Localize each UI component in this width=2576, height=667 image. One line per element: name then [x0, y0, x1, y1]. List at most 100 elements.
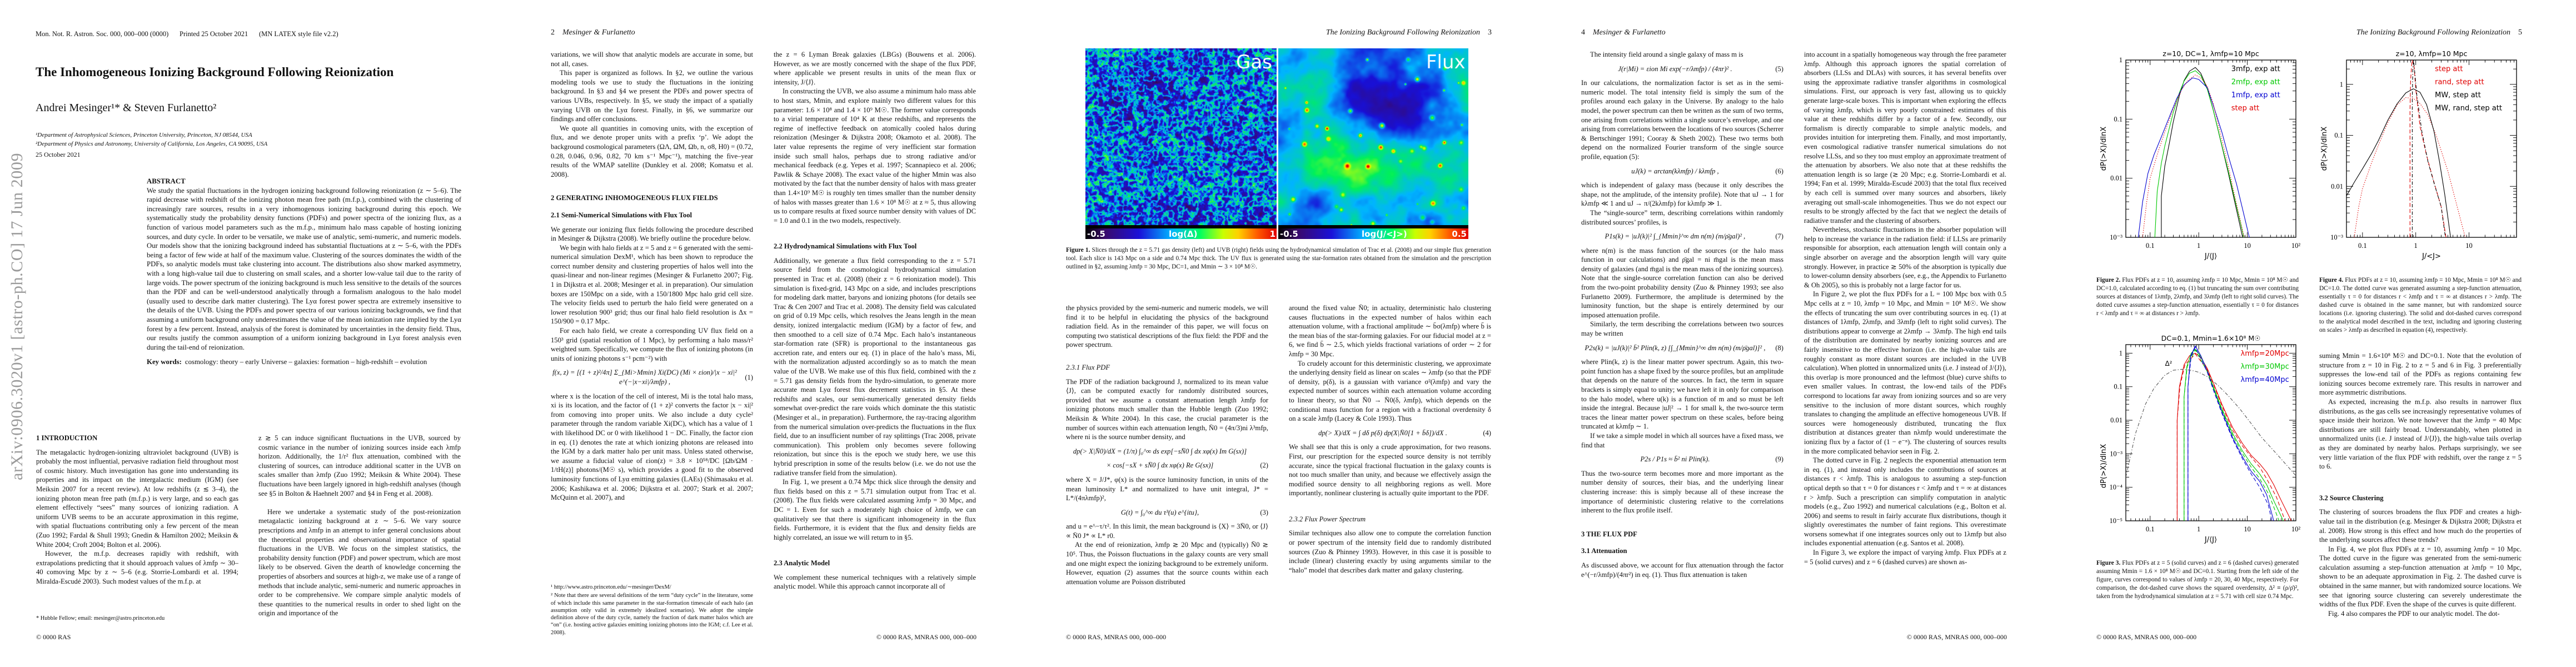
equation: J(r|Mi) = εion Mi exp(−r/λmfp) / (4πr)² … [1581, 64, 1783, 74]
right-column: z ≳ 5 can induce significant fluctuation… [258, 434, 461, 633]
y-axis-label: dP(>X)/dlnX [2320, 127, 2329, 171]
series-line [2409, 60, 2447, 237]
copyright-footer: © 0000 RAS [36, 633, 71, 641]
paragraph: Additionally, we generate a flux field c… [774, 256, 976, 477]
legend-entry: 2mfp, exp att [2231, 78, 2280, 87]
y-tick-label: 10⁻⁵ [2110, 517, 2122, 525]
legend-entry: rand, step att [2435, 78, 2484, 87]
paragraph: We complement these numerical techniques… [774, 573, 976, 591]
equation: × cos[−sX + sN̄0 ∫ dx xφ(x) Re G(sx)] (2) [1066, 461, 1268, 470]
abstract-heading: ABSTRACT [147, 177, 186, 185]
paragraph: The clustering of sources broadens the f… [2319, 508, 2522, 544]
abstract-text: We study the spatial fluctuations in the… [147, 186, 461, 351]
copyright-footer: © 0000 RAS, MNRAS 000, 000–000 [876, 633, 976, 641]
paragraph: suming Mmin = 1.6×10⁸ M☉ and DC=0.1. Not… [2319, 352, 2522, 397]
equation-body: uJ(k) = arctan(kλmfp) / kλmfp , [1631, 167, 1719, 175]
arxiv-stamp[interactable]: arXiv:0906.3020v1 [astro-ph.CO] 17 Jun 2… [8, 152, 26, 480]
paragraph: the z = 6 Lyman Break galaxies (LBGs) (B… [774, 51, 976, 86]
caption-text: Flux PDFs at z = 5 (solid curves) and z … [2096, 560, 2299, 600]
running-header: 2 Mesinger & Furlanetto [551, 28, 635, 38]
paragraph: into account in a spatially homogeneous … [1804, 51, 2006, 225]
y-tick-label: 1 [2119, 56, 2122, 64]
legend-entry: step att [2435, 65, 2463, 73]
x-axis-label: J/⟨J⟩ [2204, 536, 2217, 544]
paragraph: As expected, increasing the m.f.p. also … [2319, 397, 2522, 471]
paragraph: Similarly, the term describing the corre… [1581, 320, 1783, 338]
left-column: variations, we will show that analytic m… [551, 50, 753, 584]
curve-annotation: Δ² [2165, 360, 2172, 367]
colorbar-title: log(J/<J>) [1362, 229, 1407, 239]
series-line [2161, 67, 2243, 237]
colorbar-max-label: 1 [1269, 229, 1275, 239]
chart-title: z=10, λmfp=10 Mpc [2396, 49, 2468, 58]
series-line [2137, 77, 2250, 237]
equation-body: dp(> X)/dX = ∫ dδ p(δ) dp(X|N̄0[1 + b̄δ]… [1318, 429, 1447, 437]
x-tick-label: 1 [2414, 242, 2418, 250]
paragraph: around the fixed value N̄0; in actuality… [1289, 304, 1491, 358]
section-heading: 3 THE FLUX PDF [1581, 530, 1637, 538]
series-line [2188, 347, 2273, 521]
paragraph: This paper is organized as follows. In §… [551, 69, 753, 123]
legend-entry: MW, rand, step att [2435, 104, 2502, 113]
y-tick-label: 0.01 [2110, 175, 2122, 182]
running-title: The Ionizing Background Following Reioni… [2356, 28, 2510, 37]
caption-text: Slices through the z = 5.71 gas density … [1066, 247, 1492, 270]
equation: P2s / P1s ≈ b̄² ni Plin(k). (9) [1581, 455, 1783, 464]
paper-title: The Inhomogeneous Ionizing Background Fo… [36, 65, 394, 79]
paragraph: The metagalactic hydrogen-ionizing ultra… [36, 448, 238, 549]
equation-body: J(r|Mi) = εion Mi exp(−r/λmfp) / (4πr)² … [1618, 64, 1732, 73]
paragraph: where n(m) is the mass function of the s… [1581, 246, 1783, 319]
plot-frame [2346, 59, 2517, 238]
equation: dp(> X)/dX = ∫ dδ p(δ) dp(X|N̄0[1 + b̄δ]… [1289, 429, 1491, 438]
series-line [2188, 345, 2274, 521]
paragraph: In Fig. 1, we present a 0.74 Mpc thick s… [774, 478, 976, 541]
paragraph: which is independent of galaxy mass (bec… [1581, 181, 1783, 208]
page-number: 2 [551, 28, 555, 37]
x-tick-label: 0.1 [2358, 242, 2367, 250]
x-axis-label: J/⟨J⟩ [2204, 252, 2217, 261]
equation-body: × cos[−sX + sN̄0 ∫ dx xφ(x) Re G(sx)] [1106, 461, 1214, 470]
paragraph: The dotted curve in Fig. 2 neglects the … [1804, 456, 2006, 547]
paragraph: As discussed above, we account for flux … [1581, 561, 1783, 579]
page-number: 5 [2518, 28, 2522, 37]
equation-number: (6) [1775, 167, 1783, 175]
legend-entry: 1mfp, exp att [2231, 91, 2280, 99]
paragraph: In Figure 2, we plot the flux PDFs for a… [1804, 290, 2006, 455]
paragraph: However, the m.f.p. decreases rapidly wi… [36, 550, 238, 585]
equation-number: (4) [1483, 429, 1491, 437]
journal-citation: Mon. Not. R. Astron. Soc. 000, 000–000 (… [36, 30, 169, 38]
equation-body: P2s / P1s ≈ b̄² ni Plin(k). [1640, 455, 1710, 464]
equation-body: P1s(k) = |uJ(k)|² ∫_{Mmin}^∞ dm n(m) (m/… [1605, 232, 1746, 241]
equation-number: (7) [1775, 232, 1783, 241]
date: 25 October 2021 [36, 151, 81, 158]
equation: P2s(k) = |uJ(k)|² b̄² Plin(k, z) [∫_{Mmi… [1581, 344, 1783, 353]
paragraph: The PDF of the radiation background J, n… [1066, 377, 1268, 441]
subsection-heading: 2.2 Hydrodynamical Simulations with Flux… [774, 242, 917, 251]
series-line [2176, 352, 2291, 521]
copyright-footer: © 0000 RAS, MNRAS 000, 000–000 [1906, 633, 2007, 641]
series-line [2184, 350, 2280, 521]
subsection-heading: 3.2 Source Clustering [2319, 494, 2384, 502]
plot-frame [2125, 344, 2296, 521]
copyright-footer: © 0000 RAS, MNRAS 000, 000–000 [1066, 633, 1167, 641]
equation-number: (3) [1260, 508, 1268, 516]
running-title: Mesinger & Furlanetto [562, 28, 635, 37]
legend-entry: step att [2231, 104, 2259, 113]
y-axis-label: dP(>X)/dlnX [2100, 127, 2108, 171]
y-tick-label: 10⁻⁴ [2110, 484, 2122, 491]
colorbar-min-label: -0.5 [1087, 229, 1105, 239]
paragraph: If we take a simple model in which all s… [1581, 431, 1783, 449]
paragraph: The intensity field around a single gala… [1590, 51, 1743, 58]
x-tick-label: 1 [2197, 525, 2200, 533]
paragraph: z ≳ 5 can induce significant fluctuation… [258, 434, 461, 497]
printed-date: Printed 25 October 2021 [180, 30, 248, 38]
chart-title: DC=0.1, Mmin=1.6×10⁸ M☉ [2161, 334, 2261, 342]
y-tick-label: 10⁻³ [2330, 233, 2343, 241]
x-tick-label: 10² [2291, 242, 2300, 250]
paragraph: The “single-source” term, describing cor… [1581, 208, 1783, 226]
figure-caption: Figure 4. Flux PDFs at z = 10, assuming … [2319, 276, 2522, 335]
figure-caption: Figure 3. Flux PDFs at z = 5 (solid curv… [2096, 559, 2299, 601]
y-tick-label: 0.1 [2334, 132, 2343, 140]
gas-colorbar: -0.5 log(Δ) 1 [1085, 228, 1277, 239]
equation: G(t) = ∫₀^∞ du τ³(u) e^{itu}, (3) [1066, 508, 1268, 517]
